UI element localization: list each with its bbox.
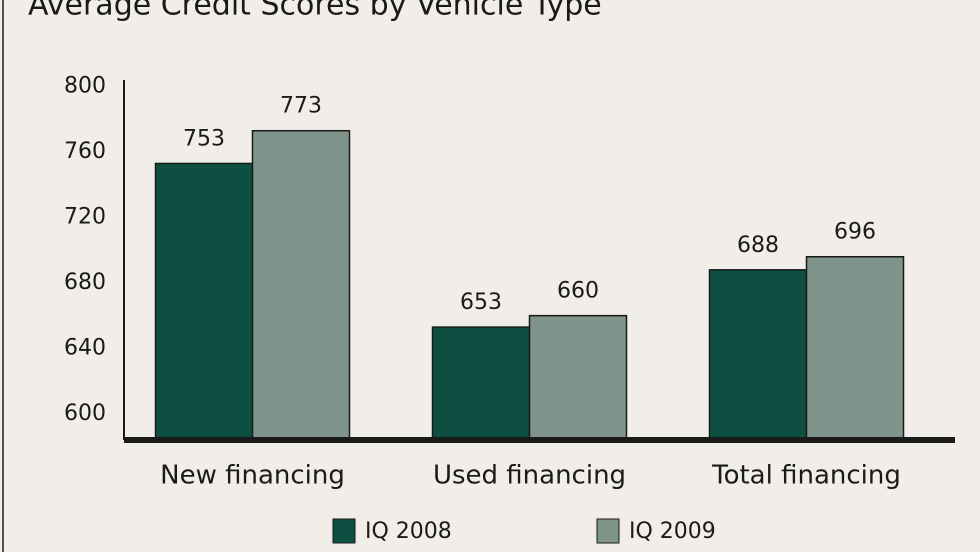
value-label: 696	[834, 220, 876, 245]
value-label: 753	[183, 126, 225, 151]
y-tick-label: 760	[64, 139, 106, 164]
value-label: 773	[280, 94, 322, 119]
bar	[431, 326, 531, 441]
chart-title: Average Credit Scores by Vehicle Type	[28, 0, 602, 23]
y-tick-label: 600	[64, 401, 106, 426]
value-label: 688	[737, 233, 779, 258]
y-tick-label: 800	[64, 74, 106, 99]
x-tick-label: Used financing	[433, 461, 626, 491]
bar	[708, 269, 808, 441]
bar	[528, 314, 628, 441]
legend-label: IQ 2008	[365, 519, 452, 544]
y-tick-label: 680	[64, 270, 106, 295]
bar	[251, 129, 351, 441]
value-label: 660	[557, 279, 599, 304]
x-tick-label: New financing	[160, 461, 345, 491]
bar	[805, 255, 905, 441]
legend-swatch	[332, 518, 356, 544]
y-tick-label: 640	[64, 335, 106, 360]
x-tick-label: Total financing	[711, 461, 901, 491]
bar	[154, 162, 254, 441]
value-label: 653	[460, 290, 502, 315]
legend-swatch	[596, 518, 620, 544]
y-tick-label: 720	[64, 204, 106, 229]
legend-label: IQ 2009	[629, 519, 716, 544]
